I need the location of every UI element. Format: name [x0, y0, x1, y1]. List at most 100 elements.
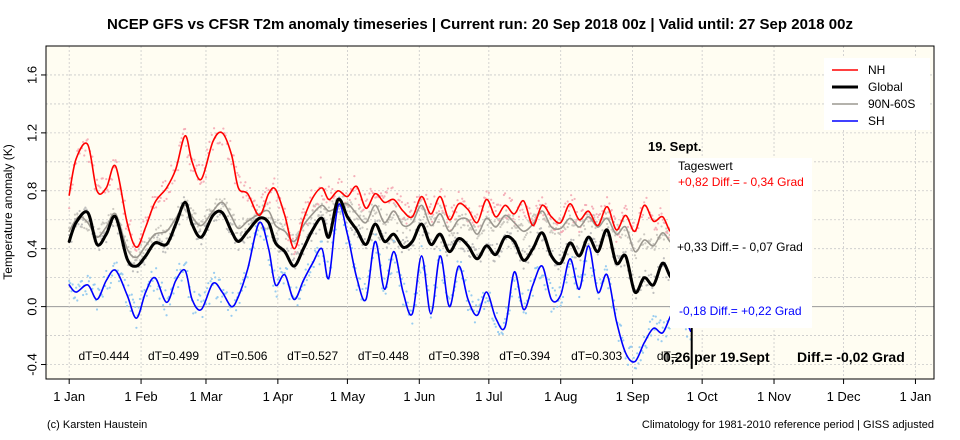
data-point [261, 193, 264, 196]
data-point [578, 295, 581, 299]
data-point [313, 218, 317, 222]
data-point [317, 254, 320, 258]
data-point [605, 268, 609, 271]
data-point [626, 225, 630, 229]
data-point [86, 138, 89, 141]
data-point [574, 256, 577, 259]
data-point [604, 212, 608, 215]
data-point [315, 232, 318, 235]
data-point [317, 203, 320, 206]
data-point [267, 258, 270, 262]
y-tick-label: -0.4 [25, 353, 40, 375]
data-point [435, 245, 438, 248]
data-point [348, 210, 351, 213]
nh-value-label: +0,82 Diff.= - 0,34 Grad [678, 175, 804, 189]
data-point [543, 217, 546, 220]
data-point [647, 216, 650, 220]
data-point [212, 219, 216, 223]
data-point [151, 195, 154, 199]
data-point [536, 265, 539, 269]
data-point [430, 220, 434, 223]
data-point [452, 232, 456, 235]
data-point [276, 237, 279, 240]
data-point [221, 199, 224, 202]
data-point [685, 335, 689, 338]
data-point [309, 196, 312, 199]
data-point [164, 289, 167, 292]
data-point [244, 181, 247, 184]
data-point [139, 233, 143, 236]
data-point [223, 197, 226, 201]
data-point [101, 295, 104, 298]
data-point [124, 227, 128, 230]
data-point [141, 240, 144, 243]
data-point [142, 220, 145, 223]
data-point [108, 183, 111, 187]
data-point [159, 224, 162, 227]
data-point [654, 245, 657, 248]
data-point [353, 233, 356, 236]
data-point [326, 260, 329, 263]
data-point [331, 187, 334, 191]
data-point [661, 326, 664, 329]
data-point [283, 223, 286, 226]
data-point [403, 242, 406, 245]
data-point [279, 267, 282, 270]
data-point [521, 208, 524, 211]
data-point [624, 234, 627, 237]
data-point [184, 127, 187, 131]
data-point [185, 144, 188, 148]
data-point [233, 182, 237, 185]
data-point [180, 136, 183, 140]
data-point [568, 262, 572, 266]
data-point [601, 229, 604, 232]
data-point [310, 239, 313, 242]
data-point [446, 221, 449, 224]
data-point [490, 198, 493, 201]
summary-label: 0,26 per 19.Sept [663, 349, 770, 365]
data-point [356, 218, 359, 221]
x-tick-label: 1 Jun [403, 389, 435, 404]
data-point [91, 155, 94, 158]
data-point [391, 258, 394, 261]
data-point [173, 179, 176, 182]
data-point [512, 217, 515, 220]
data-point [85, 293, 88, 296]
data-point [302, 207, 305, 211]
data-point [630, 345, 633, 348]
data-point [436, 202, 439, 205]
data-point [623, 206, 626, 210]
legend-label-global: Global [868, 80, 903, 94]
data-point [455, 211, 458, 214]
data-point [112, 264, 115, 268]
data-point [134, 305, 137, 309]
data-point [126, 239, 129, 242]
data-point [638, 239, 641, 242]
data-point [272, 284, 275, 287]
data-point [178, 262, 181, 265]
data-point [653, 248, 656, 251]
data-point [294, 250, 297, 254]
data-point [653, 228, 656, 231]
data-point [194, 311, 197, 314]
data-point [484, 197, 487, 200]
data-point [656, 338, 660, 341]
data-point [71, 283, 74, 286]
data-point [456, 260, 459, 263]
data-point [101, 177, 104, 180]
data-point [474, 304, 478, 307]
data-point [98, 248, 101, 252]
data-point [653, 275, 656, 278]
data-point [279, 250, 282, 253]
data-point [229, 139, 232, 143]
data-point [226, 215, 230, 218]
data-point [420, 245, 423, 248]
data-point [356, 192, 359, 196]
data-point [556, 305, 559, 308]
data-point [393, 261, 397, 264]
data-point [563, 226, 566, 229]
data-point [294, 267, 297, 270]
data-point [543, 284, 546, 287]
data-point [287, 239, 290, 242]
data-point [587, 220, 590, 223]
